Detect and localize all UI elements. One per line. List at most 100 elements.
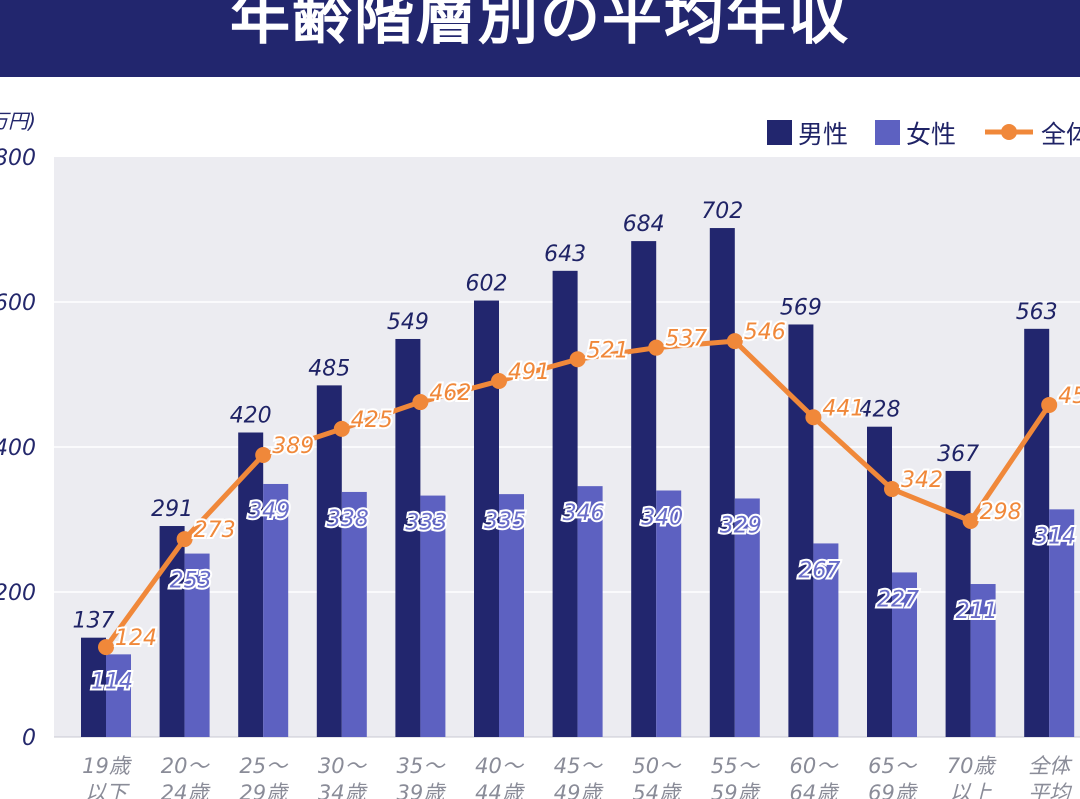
title-band: 年齢階層別の平均年収 [0, 0, 1080, 77]
x-tick-label: 45～ [554, 754, 604, 778]
x-tick-label: 以上 [950, 781, 993, 799]
data-label-total: 124 [115, 626, 157, 651]
y-tick-label: 400 [0, 436, 36, 461]
bar-female [184, 553, 210, 737]
x-tick-label: 60～ [790, 754, 840, 778]
x-tick-label: 59歳 [711, 781, 762, 799]
bar-female [1049, 509, 1075, 737]
x-tick-label: 44歳 [475, 781, 526, 799]
data-label-female: 253 [170, 569, 212, 594]
data-label-female: 335 [484, 509, 526, 534]
legend-swatch-female [875, 120, 900, 145]
x-tick-label: 34歳 [318, 781, 369, 799]
legend-label-male: 男性 [798, 120, 848, 149]
point-total [648, 339, 665, 356]
data-label-total: 441 [822, 396, 864, 421]
data-label-male: 485 [308, 356, 350, 381]
data-label-total: 389 [272, 434, 314, 459]
x-tick-label: 49歳 [554, 781, 605, 799]
bar-female [106, 654, 131, 737]
x-tick-label: 29歳 [239, 781, 290, 799]
data-label-female: 114 [91, 669, 133, 694]
y-tick-label: 0 [22, 726, 36, 751]
legend: 男性 女性 全体 [767, 120, 1080, 149]
data-label-male: 291 [151, 497, 193, 522]
bar-male [81, 637, 106, 737]
legend-label-total: 全体 [1041, 120, 1080, 149]
bar-male [867, 426, 892, 737]
x-tick-label: 19歳 [82, 754, 133, 778]
x-tick-label: 70歳 [947, 754, 998, 778]
data-label-male: 563 [1016, 300, 1058, 325]
x-tick-label: 40～ [475, 754, 525, 778]
x-tick-label: 35～ [397, 754, 447, 778]
data-label-total: 546 [744, 320, 786, 345]
data-label-total: 342 [901, 468, 943, 493]
bar-female [263, 483, 289, 737]
bar-female [970, 584, 996, 737]
bar-female [341, 491, 367, 737]
x-tick-label: 50～ [632, 754, 682, 778]
data-label-female: 349 [248, 499, 290, 524]
point-total [569, 351, 586, 368]
y-tick-label: 800 [0, 146, 36, 171]
data-label-total: 491 [508, 360, 550, 385]
x-tick-label: 64歳 [790, 781, 841, 799]
data-label-male: 137 [73, 609, 115, 634]
data-label-total: 298 [980, 500, 1022, 525]
point-total [255, 446, 272, 463]
data-label-total: 425 [351, 408, 393, 433]
bar-male [709, 228, 735, 738]
data-label-female: 314 [1034, 524, 1076, 549]
data-label-female: 333 [405, 511, 447, 536]
bar-male [238, 432, 264, 737]
point-total [176, 531, 193, 548]
data-label-female: 338 [327, 507, 369, 532]
plot-area: 0 200 400 600 800 万円) 137 291 420 485 549 602 643 684… [0, 109, 1080, 799]
x-tick-label: 25～ [239, 754, 289, 778]
data-label-male: 602 [466, 272, 508, 297]
point-total [412, 394, 429, 411]
data-label-male: 569 [780, 295, 822, 320]
bar-female [420, 495, 446, 737]
point-total [98, 639, 114, 656]
legend-label-female: 女性 [906, 120, 956, 149]
bar-female [734, 498, 760, 737]
point-total [805, 409, 822, 426]
y-axis-unit-label: 万円) [0, 109, 36, 133]
bar-female [499, 494, 524, 737]
data-label-female: 346 [563, 501, 605, 526]
bar-male [1024, 328, 1050, 737]
bar-female [656, 490, 682, 737]
data-label-male: 643 [544, 242, 586, 267]
point-total [726, 333, 743, 350]
bar-male [788, 324, 814, 737]
bar-female [813, 543, 839, 737]
data-label-total: 273 [194, 518, 236, 543]
data-label-female: 227 [877, 587, 919, 612]
data-label-male: 420 [230, 404, 272, 429]
x-tick-label: 全体 [1028, 754, 1073, 778]
bar-female [577, 486, 603, 737]
bar-female [892, 572, 917, 737]
bar-male [631, 241, 657, 737]
data-label-total: 462 [429, 381, 471, 406]
point-total [1041, 396, 1058, 413]
x-tick-label: 20～ [161, 754, 211, 778]
data-label-total: 521 [587, 338, 629, 363]
data-label-male: 549 [387, 310, 429, 335]
data-label-male: 684 [623, 212, 665, 237]
x-tick-label: 65～ [868, 754, 918, 778]
data-label-female: 267 [798, 558, 840, 583]
y-tick-label: 600 [0, 291, 36, 316]
point-total [884, 481, 900, 498]
x-tick-label: 30～ [318, 754, 368, 778]
x-tick-label: 39歳 [397, 781, 448, 799]
bar-male [316, 385, 342, 737]
point-total [962, 512, 979, 529]
x-tick-label: 54歳 [632, 781, 683, 799]
bar-male [552, 270, 578, 737]
legend-swatch-total-marker [1001, 124, 1017, 140]
point-total [333, 420, 350, 437]
